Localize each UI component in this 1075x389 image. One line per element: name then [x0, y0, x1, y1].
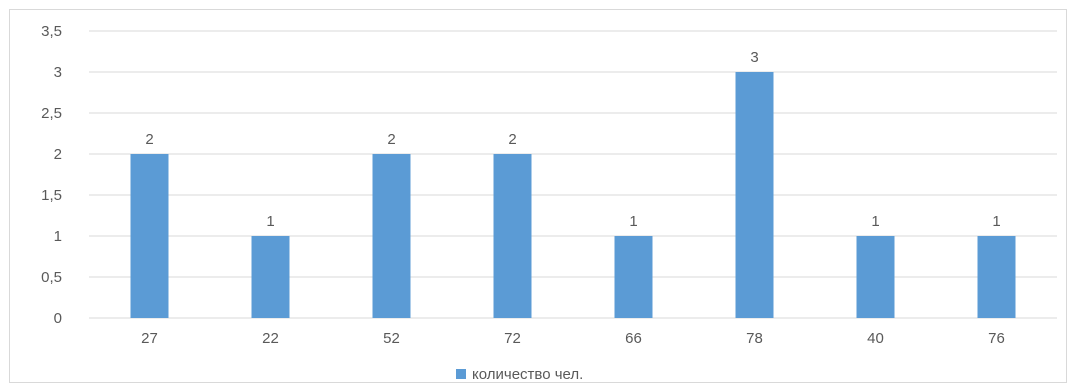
bar: [130, 154, 169, 318]
y-axis-tick-labels: 0 0,5 1 1,5 2 2,5 3 3,5: [41, 23, 62, 327]
data-label: 1: [871, 213, 879, 230]
y-tick-label: 1,5: [41, 187, 62, 204]
y-tick-label: 0,5: [41, 269, 62, 286]
data-label: 1: [992, 213, 1000, 230]
y-tick-label: 1: [54, 228, 62, 245]
x-axis-tick-labels: 27 22 52 72 66 78 40 76: [141, 330, 1005, 347]
data-label: 3: [750, 49, 758, 66]
legend-swatch: [456, 369, 466, 379]
bar: [614, 236, 653, 318]
bar: [735, 72, 774, 318]
legend: количество чел.: [456, 366, 583, 383]
x-tick-label: 27: [141, 330, 158, 347]
x-tick-label: 76: [988, 330, 1005, 347]
y-tick-label: 3: [54, 64, 62, 81]
data-label: 2: [145, 131, 153, 148]
data-label: 2: [508, 131, 516, 148]
y-tick-label: 2,5: [41, 105, 62, 122]
data-labels: 2 1 2 2 1 3 1 1: [145, 49, 1000, 230]
legend-label: количество чел.: [472, 366, 583, 383]
data-label: 2: [387, 131, 395, 148]
bar: [977, 236, 1016, 318]
x-tick-label: 40: [867, 330, 884, 347]
y-tick-label: 2: [54, 146, 62, 163]
gridlines: [89, 30, 1057, 319]
x-tick-label: 52: [383, 330, 400, 347]
x-tick-label: 72: [504, 330, 521, 347]
bars: [130, 72, 1016, 318]
chart-frame: [9, 9, 1067, 383]
x-tick-label: 22: [262, 330, 279, 347]
x-tick-label: 78: [746, 330, 763, 347]
data-label: 1: [266, 213, 274, 230]
x-tick-label: 66: [625, 330, 642, 347]
bar: [372, 154, 411, 318]
y-tick-label: 3,5: [41, 23, 62, 40]
data-label: 1: [629, 213, 637, 230]
bar: [856, 236, 895, 318]
bar: [493, 154, 532, 318]
bar: [251, 236, 290, 318]
y-tick-label: 0: [54, 310, 62, 327]
